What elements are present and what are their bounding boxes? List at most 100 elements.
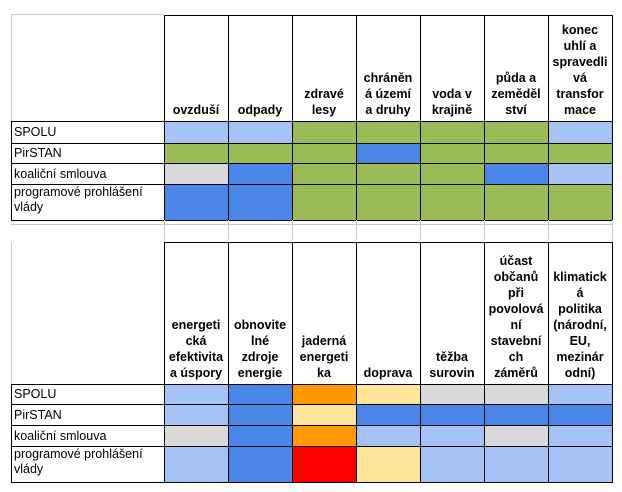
table2-header-cell[interactable]: těžba surovin — [420, 242, 484, 384]
table2-status-cell[interactable] — [484, 425, 548, 446]
table1-header-cell[interactable]: voda v krajině — [420, 15, 484, 121]
table2-status-cell[interactable] — [292, 446, 356, 482]
table2-status-cell[interactable] — [164, 404, 228, 425]
table1-status-cell[interactable] — [356, 163, 420, 184]
table2-status-cell[interactable] — [164, 384, 228, 404]
spacer-gridline — [420, 220, 421, 242]
table1-status-cell[interactable] — [164, 184, 228, 220]
table1-row-label[interactable]: programové prohlášení vlády — [11, 184, 164, 220]
table1-row-label[interactable]: SPOLU — [11, 121, 164, 143]
table2-header-cell[interactable]: energeti cká efektivita a úspory — [164, 242, 228, 384]
table1-header-cell[interactable]: ovzduší — [164, 15, 228, 121]
table1-row-label-text: vlády — [14, 200, 44, 214]
table2-status-cell[interactable] — [356, 425, 420, 446]
table1-status-cell[interactable] — [548, 143, 612, 163]
table2-status-cell[interactable] — [484, 404, 548, 425]
table1-status-cell[interactable] — [292, 184, 356, 220]
table2-header-text: povolová — [488, 302, 544, 316]
table1-status-cell[interactable] — [356, 121, 420, 143]
table1-status-cell[interactable] — [484, 143, 548, 163]
table2-status-cell[interactable] — [420, 446, 484, 482]
table1-status-cell[interactable] — [420, 121, 484, 143]
table2-gridline-v — [291, 242, 293, 482]
table2-status-cell[interactable] — [164, 446, 228, 482]
table1-status-cell[interactable] — [292, 121, 356, 143]
table2-row-label[interactable]: SPOLU — [11, 384, 164, 404]
table1-status-cell[interactable] — [356, 143, 420, 163]
table2-header-cell[interactable]: klimatick á politika (národní, EU, mezinár odn… — [548, 242, 612, 384]
table2-status-cell[interactable] — [484, 446, 548, 482]
table1-status-cell[interactable] — [228, 121, 292, 143]
table2-header-cell[interactable]: obnovite lné zdroje energie — [228, 242, 292, 384]
table2-header-cell[interactable]: jaderná energeti ka — [292, 242, 356, 384]
table2-status-cell[interactable] — [420, 425, 484, 446]
spacer-gridline — [228, 220, 229, 242]
table1-status-cell[interactable] — [420, 143, 484, 163]
table2-gridline-v — [163, 242, 165, 482]
table2-status-cell[interactable] — [356, 446, 420, 482]
table2-status-cell[interactable] — [228, 404, 292, 425]
table1-status-cell[interactable] — [164, 143, 228, 163]
table2-status-cell[interactable] — [356, 384, 420, 404]
table1-status-cell[interactable] — [292, 163, 356, 184]
table2-row-label[interactable]: programové prohlášení vlády — [11, 446, 164, 482]
table1-status-cell[interactable] — [548, 184, 612, 220]
table1-header-cell[interactable]: chráněn á území a druhy — [356, 15, 420, 121]
table1-header-cell[interactable]: půda a zeměděl ství — [484, 15, 548, 121]
table2-status-cell[interactable] — [548, 404, 612, 425]
table2-row-label-text: vlády — [14, 462, 44, 476]
table2-status-cell[interactable] — [484, 384, 548, 404]
table1-status-cell[interactable] — [228, 184, 292, 220]
table2-header-cell[interactable]: doprava — [356, 242, 420, 384]
table1-row-label[interactable]: PirSTAN — [11, 143, 164, 163]
table1-header-text: mace — [564, 103, 596, 117]
table2-gridline-v — [611, 242, 613, 482]
table1-status-cell[interactable] — [228, 143, 292, 163]
table2-status-cell[interactable] — [228, 384, 292, 404]
table2-status-cell[interactable] — [292, 384, 356, 404]
table2-status-cell[interactable] — [164, 425, 228, 446]
table2-status-cell[interactable] — [228, 425, 292, 446]
table2-status-cell[interactable] — [420, 384, 484, 404]
table2-gridline-h — [11, 445, 613, 447]
table2-header-text: občanů — [493, 270, 539, 284]
spacer-gridline — [484, 220, 485, 242]
table1-row-label-text: PirSTAN — [14, 146, 62, 160]
table1-status-cell[interactable] — [548, 163, 612, 184]
table1-gridline-h — [11, 162, 613, 164]
table2-status-cell[interactable] — [292, 425, 356, 446]
table1-header-cell[interactable]: zdravé lesy — [292, 15, 356, 121]
table1-header-text: krajině — [431, 103, 473, 117]
table2-row-label-text: programové prohlášení — [14, 447, 143, 461]
table2-gridline-h — [11, 481, 613, 483]
table1-status-cell[interactable] — [164, 121, 228, 143]
table1-status-cell[interactable] — [356, 184, 420, 220]
table2-header-text: lné — [250, 334, 270, 348]
table2-status-cell[interactable] — [548, 425, 612, 446]
table1-status-cell[interactable] — [484, 163, 548, 184]
table1-header-cell[interactable]: odpady — [228, 15, 292, 121]
table2-status-cell[interactable] — [228, 446, 292, 482]
table2-row-label[interactable]: PirSTAN — [11, 404, 164, 425]
table2-status-cell[interactable] — [292, 404, 356, 425]
table1-status-cell[interactable] — [420, 184, 484, 220]
table2-status-cell[interactable] — [548, 384, 612, 404]
table1-header-cell[interactable]: konec uhlí a spravedli vá transfor mace — [548, 15, 612, 121]
table1-status-cell[interactable] — [228, 163, 292, 184]
table1-status-cell[interactable] — [164, 163, 228, 184]
table2-status-cell[interactable] — [356, 404, 420, 425]
table1-status-cell[interactable] — [548, 121, 612, 143]
table1-row-label[interactable]: koaliční smlouva — [11, 163, 164, 184]
table1-status-cell[interactable] — [292, 143, 356, 163]
table1-status-cell[interactable] — [420, 163, 484, 184]
table2-header-cell[interactable]: účast občanů při povolová ní stavební ch záměrů — [484, 242, 548, 384]
table1-status-cell[interactable] — [484, 184, 548, 220]
table2-status-cell[interactable] — [420, 404, 484, 425]
table1-gridline-v — [483, 15, 485, 220]
table1-header-text: zeměděl — [491, 87, 541, 101]
table1-header-text: á území — [365, 87, 411, 101]
table2-row-label[interactable]: koaliční smlouva — [11, 425, 164, 446]
table2-header-text: odní) — [564, 366, 596, 380]
table1-status-cell[interactable] — [484, 121, 548, 143]
table2-status-cell[interactable] — [548, 446, 612, 482]
